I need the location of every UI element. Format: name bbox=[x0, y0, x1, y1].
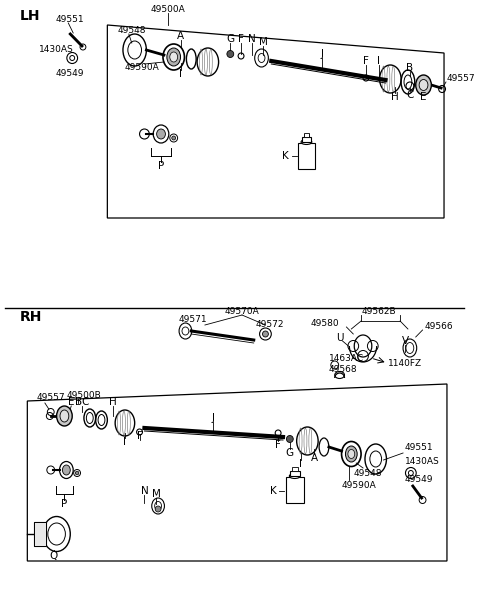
Text: A: A bbox=[177, 31, 184, 41]
Text: U: U bbox=[336, 333, 343, 343]
Text: G: G bbox=[226, 34, 234, 44]
Text: RH: RH bbox=[20, 310, 42, 324]
Text: 49570A: 49570A bbox=[225, 307, 259, 315]
Text: M: M bbox=[152, 489, 161, 499]
Ellipse shape bbox=[167, 48, 180, 66]
Text: G: G bbox=[286, 448, 294, 458]
Ellipse shape bbox=[301, 139, 312, 145]
Text: J: J bbox=[211, 413, 214, 423]
Text: 49568: 49568 bbox=[329, 365, 358, 373]
Text: J: J bbox=[321, 49, 324, 59]
Text: 49566: 49566 bbox=[424, 322, 453, 331]
Text: 49548: 49548 bbox=[117, 25, 145, 34]
Bar bbox=[290, 471, 300, 476]
Text: 49562B: 49562B bbox=[361, 307, 396, 315]
Text: K: K bbox=[282, 151, 289, 161]
Bar bbox=[303, 133, 309, 137]
Ellipse shape bbox=[170, 52, 178, 62]
Text: 49500A: 49500A bbox=[150, 4, 185, 14]
Text: I: I bbox=[123, 437, 126, 447]
Text: P: P bbox=[158, 161, 164, 171]
Ellipse shape bbox=[346, 446, 357, 462]
Text: 49549: 49549 bbox=[56, 68, 84, 78]
Ellipse shape bbox=[62, 465, 70, 475]
Text: 49551: 49551 bbox=[56, 15, 84, 23]
Text: H: H bbox=[391, 92, 399, 102]
Text: I: I bbox=[299, 459, 302, 469]
Circle shape bbox=[75, 471, 79, 475]
Text: 49548: 49548 bbox=[353, 469, 382, 477]
Text: F: F bbox=[137, 431, 143, 441]
Text: K: K bbox=[270, 486, 277, 496]
Text: E: E bbox=[420, 92, 427, 102]
Circle shape bbox=[227, 51, 234, 57]
Bar bbox=[298, 143, 315, 169]
Text: 49572: 49572 bbox=[255, 320, 284, 328]
Text: F: F bbox=[238, 34, 244, 44]
Text: 1463AC: 1463AC bbox=[329, 354, 364, 362]
Circle shape bbox=[287, 436, 293, 442]
Text: V: V bbox=[401, 336, 408, 346]
Text: E: E bbox=[68, 397, 74, 407]
Text: B: B bbox=[406, 63, 413, 73]
Text: BC: BC bbox=[75, 397, 89, 407]
Ellipse shape bbox=[57, 406, 72, 426]
Text: 49557: 49557 bbox=[36, 394, 65, 402]
Circle shape bbox=[172, 136, 176, 140]
Text: LH: LH bbox=[20, 9, 40, 23]
Text: H: H bbox=[109, 397, 117, 407]
Text: 49551: 49551 bbox=[405, 444, 433, 453]
Text: N: N bbox=[248, 34, 256, 44]
Text: 49571: 49571 bbox=[179, 315, 207, 323]
Text: 49557: 49557 bbox=[447, 73, 476, 83]
Text: 1430AS: 1430AS bbox=[405, 456, 440, 466]
Text: 1140FZ: 1140FZ bbox=[388, 360, 422, 368]
Ellipse shape bbox=[416, 75, 432, 95]
Circle shape bbox=[263, 331, 268, 337]
Text: 49549: 49549 bbox=[405, 474, 433, 484]
Text: 49590A: 49590A bbox=[125, 62, 160, 71]
Bar bbox=[292, 467, 298, 471]
Text: P: P bbox=[61, 499, 68, 509]
Ellipse shape bbox=[289, 474, 300, 479]
Ellipse shape bbox=[348, 450, 355, 458]
Bar bbox=[34, 522, 46, 546]
Text: C: C bbox=[406, 90, 414, 100]
Text: N: N bbox=[141, 486, 148, 496]
Text: I: I bbox=[179, 69, 182, 79]
Bar bbox=[286, 477, 303, 503]
Text: F: F bbox=[275, 440, 281, 450]
Text: Q: Q bbox=[49, 551, 58, 561]
Text: I: I bbox=[377, 56, 380, 66]
Text: 49580: 49580 bbox=[311, 318, 340, 328]
Text: 49590A: 49590A bbox=[342, 482, 376, 490]
Bar bbox=[301, 137, 312, 142]
Text: M: M bbox=[259, 37, 268, 47]
Ellipse shape bbox=[60, 410, 69, 422]
Text: A: A bbox=[311, 453, 318, 463]
Text: F: F bbox=[363, 56, 369, 66]
Circle shape bbox=[155, 506, 161, 512]
Text: 1430AS: 1430AS bbox=[39, 44, 74, 54]
Ellipse shape bbox=[419, 79, 428, 91]
Bar bbox=[34, 522, 46, 546]
Text: 49500B: 49500B bbox=[66, 391, 101, 400]
Ellipse shape bbox=[156, 129, 166, 139]
